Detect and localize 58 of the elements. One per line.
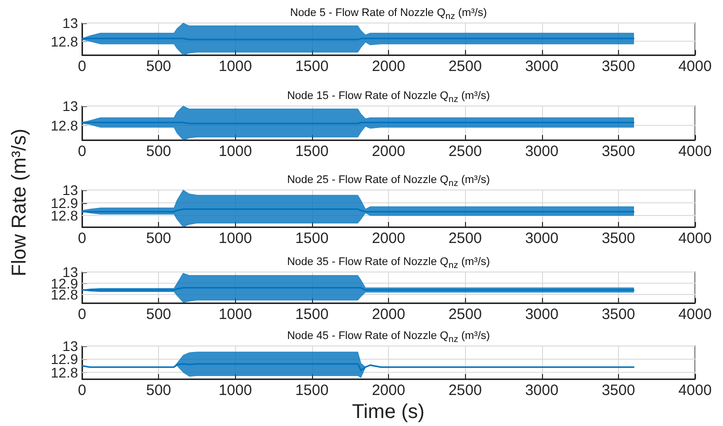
x-tick-label: 2500 [448, 58, 482, 75]
x-tick-label: 0 [78, 230, 86, 247]
x-tick-label: 500 [146, 58, 172, 75]
x-tick-label: 1500 [295, 230, 329, 247]
x-tick-label: 2000 [372, 143, 406, 160]
x-axis-title: Time (s) [352, 401, 425, 424]
y-tick-label: 12.8 [50, 117, 78, 134]
chart-title: Node 35 - Flow Rate of Nozzle Q$_{nz}$ (m³/s) [286, 256, 491, 270]
y-tick-label: 13 [62, 98, 78, 114]
chart-title: Node 25 - Flow Rate of Nozzle Q$_{nz}$ (m³/s) [286, 174, 491, 188]
x-tick-label: 0 [78, 58, 86, 75]
x-tick-label: 2000 [372, 382, 406, 399]
x-tick-label: 3500 [602, 382, 636, 399]
x-tick-label: 4000 [678, 58, 712, 75]
x-tick-label: 1000 [218, 58, 252, 75]
x-tick-label: 2000 [372, 306, 406, 323]
x-tick-label: 3500 [602, 230, 636, 247]
x-tick-label: 3000 [525, 143, 558, 160]
x-tick-label: 1500 [295, 382, 329, 399]
x-tick-label: 1500 [295, 58, 329, 75]
x-tick-label: 3000 [525, 382, 558, 399]
x-tick-label: 1000 [218, 382, 252, 399]
y-tick-label: 13 [62, 264, 78, 280]
x-tick-label: 0 [78, 143, 86, 160]
x-tick-label: 2500 [448, 143, 482, 160]
y-tick-label: 12.8 [50, 33, 78, 50]
x-tick-label: 3000 [525, 306, 558, 323]
x-tick-label: 0 [78, 382, 86, 399]
x-tick-label: 3500 [602, 143, 636, 160]
x-tick-label: 4000 [678, 306, 712, 323]
x-tick-label: 1500 [295, 306, 329, 323]
y-tick-label: 13 [62, 15, 78, 31]
x-tick-label: 3500 [602, 58, 636, 75]
x-tick-label: 0 [78, 306, 86, 323]
x-tick-label: 2000 [372, 230, 406, 247]
y-tick-label: 13 [62, 338, 78, 354]
x-tick-label: 500 [146, 382, 172, 399]
x-tick-label: 500 [146, 143, 172, 160]
x-tick-label: 2500 [448, 306, 482, 323]
x-tick-label: 500 [146, 306, 172, 323]
y-axis-title: Flow Rate (m³/s) [8, 128, 32, 276]
x-tick-label: 3000 [525, 58, 558, 75]
x-tick-label: 1500 [295, 143, 329, 160]
x-tick-label: 2500 [448, 382, 482, 399]
x-tick-label: 500 [146, 230, 172, 247]
chart-title: Node 5 - Flow Rate of Nozzle Q$_{nz}$ (m³/s) [289, 7, 488, 22]
x-tick-label: 1000 [218, 306, 252, 323]
x-tick-label: 4000 [678, 382, 712, 399]
x-tick-label: 4000 [678, 230, 712, 247]
x-tick-label: 1000 [218, 143, 252, 160]
x-tick-label: 2000 [372, 58, 406, 75]
x-tick-label: 3000 [525, 230, 558, 247]
x-tick-label: 3500 [602, 306, 636, 323]
chart-title: Node 45 - Flow Rate of Nozzle Q$_{nz}$ (m³/s) [286, 330, 491, 344]
x-tick-label: 4000 [678, 143, 712, 160]
x-tick-label: 1000 [218, 230, 252, 247]
chart-title: Node 15 - Flow Rate of Nozzle Q$_{nz}$ (m³/s) [286, 90, 491, 104]
x-tick-label: 2500 [448, 230, 482, 247]
